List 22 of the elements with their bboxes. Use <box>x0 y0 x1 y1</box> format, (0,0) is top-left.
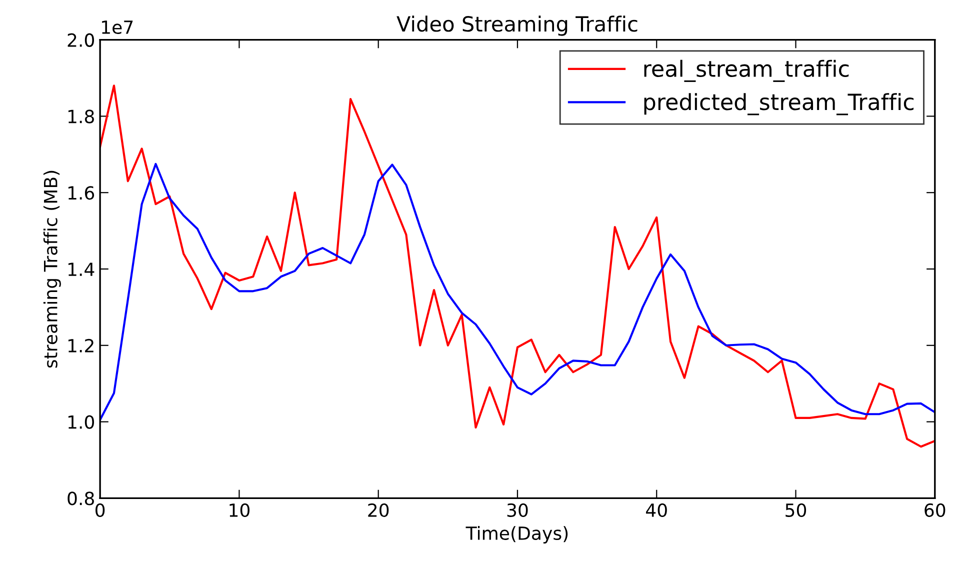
x-tick-label: 30 <box>507 503 528 518</box>
chart-title: Video Streaming Traffic <box>396 16 638 36</box>
x-tick-label: 10 <box>230 503 250 518</box>
y-axis-title: streaming Traffic (MB) <box>43 170 61 368</box>
y-tick-label: 1.6 <box>68 186 94 200</box>
y-tick-label: 1.2 <box>68 338 94 352</box>
x-axis-title: Time(Days) <box>466 526 568 544</box>
legend-label: predicted_stream_Traffic <box>644 93 914 116</box>
legend-label: real_stream_traffic <box>644 60 849 82</box>
x-tick-label: 60 <box>924 503 946 518</box>
y-tick-label: 1.8 <box>68 110 94 124</box>
y-tick-label: 2.0 <box>68 33 94 47</box>
x-tick-label: 20 <box>368 503 389 518</box>
y-tick-label: 1.0 <box>68 415 94 429</box>
y-tick-label: 0.8 <box>68 492 94 506</box>
x-tick-label: 0 <box>96 503 105 518</box>
x-tick-label: 40 <box>646 503 667 518</box>
x-tick-label: 50 <box>786 503 806 518</box>
y-tick-label: 1.4 <box>68 262 94 276</box>
line-series <box>100 162 935 421</box>
line-series <box>100 84 935 448</box>
text: 1e7 <box>102 20 133 34</box>
